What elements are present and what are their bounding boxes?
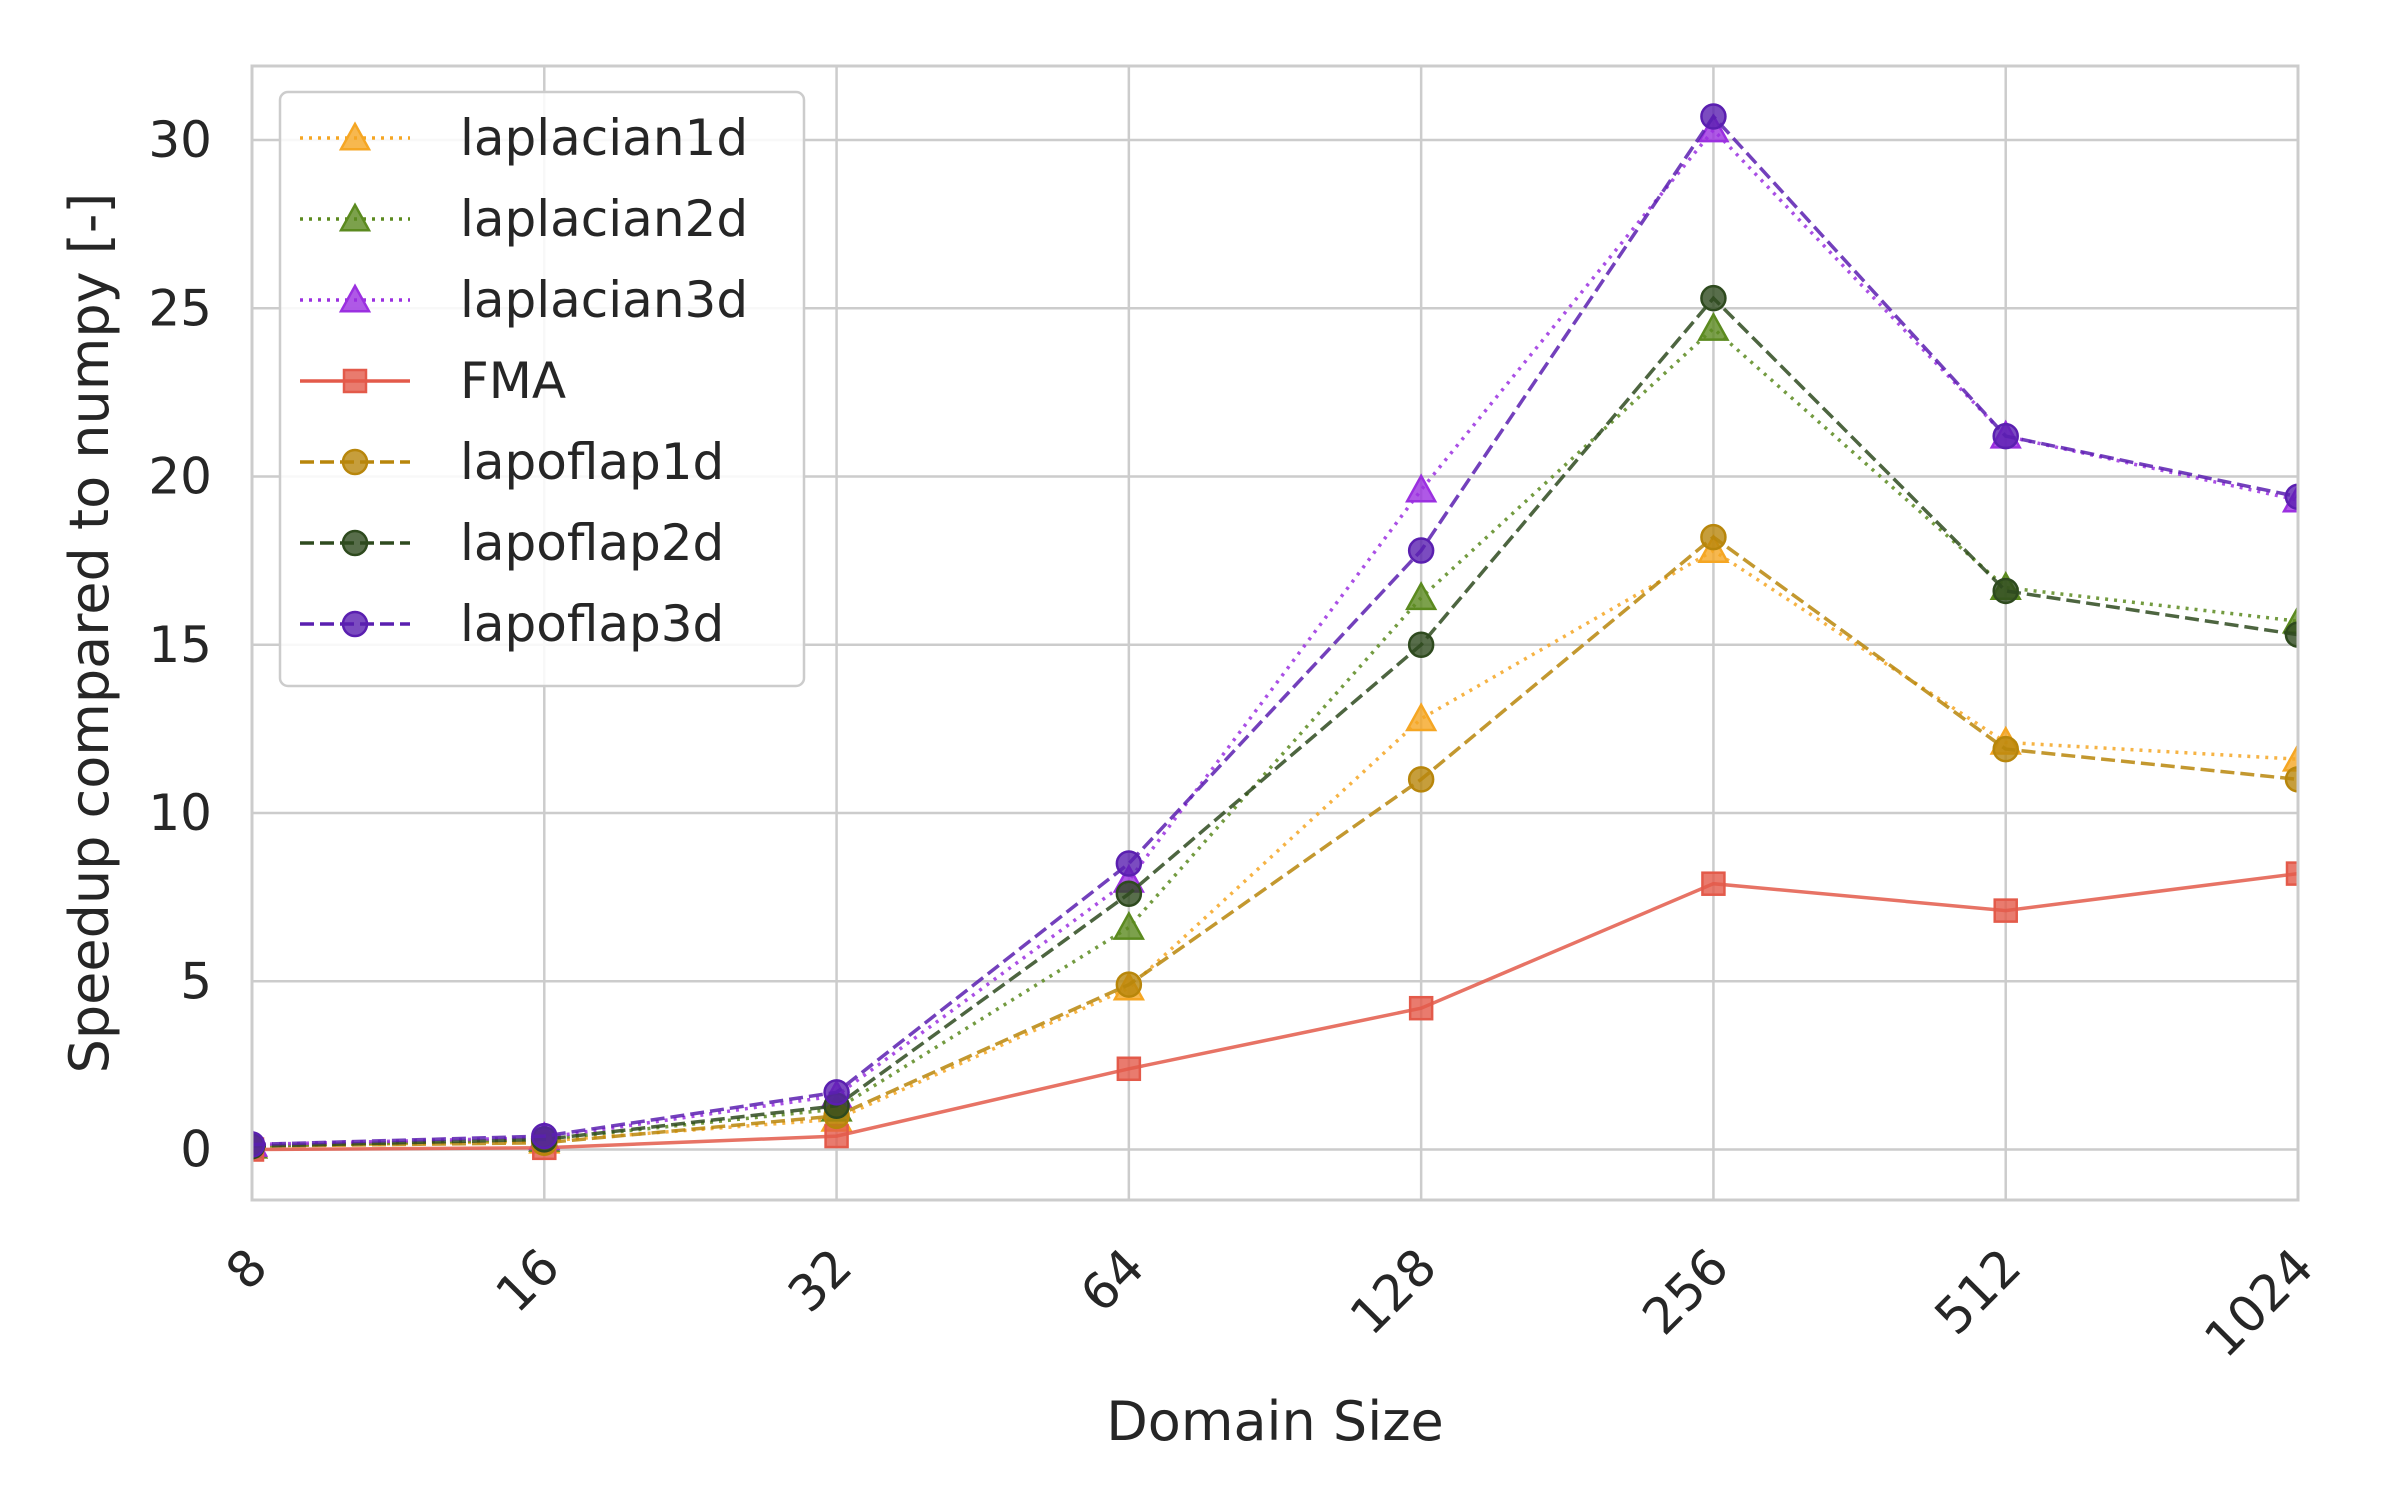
data-point-lapoflap3d: [1407, 537, 1435, 564]
data-point-lapoflap2d: [1992, 577, 2019, 605]
y-tick-label: 5: [180, 952, 212, 1010]
data-point-lapoflap3d: [1115, 850, 1143, 877]
y-tick-label: 25: [148, 279, 212, 337]
legend-marker: [341, 610, 369, 638]
y-tick-label: 10: [148, 784, 212, 842]
x-tick-label: 32: [777, 1237, 863, 1323]
x-tick-label: 8: [215, 1237, 279, 1301]
legend-marker: [341, 448, 369, 476]
series-line-lapoflap1d: [252, 534, 2298, 1148]
legend-label: laplacian2d: [460, 190, 748, 248]
series-line-lapoflap2d: [252, 295, 2298, 1148]
legend-item-laplacian3d: laplacian3d: [300, 271, 748, 329]
data-point-FMA: [1116, 1056, 1142, 1082]
legend-item-laplacian1d: laplacian1d: [300, 109, 748, 167]
data-point-lapoflap1d: [1407, 766, 1435, 793]
data-point-laplacian1d: [2281, 742, 2298, 772]
data-point-FMA: [1408, 995, 1434, 1021]
legend-item-lapoflap2d: lapoflap2d: [300, 514, 724, 572]
series-line-lapoflap3d: [252, 113, 2298, 1147]
legend-marker: [342, 368, 368, 394]
data-point-lapoflap2d: [1700, 284, 1727, 312]
data-point-laplacian2d: [1697, 311, 1730, 341]
x-tick-label: 512: [1924, 1237, 2032, 1345]
legend-item-FMA: FMA: [300, 352, 566, 410]
legend-label: lapoflap2d: [460, 514, 724, 572]
data-point-FMA: [1993, 898, 2018, 923]
legend-item-lapoflap3d: lapoflap3d: [300, 595, 724, 653]
data-point-laplacian1d: [1405, 702, 1438, 732]
legend-marker: [341, 529, 369, 557]
y-tick-label: 30: [148, 111, 212, 169]
data-point-laplacian2d: [1112, 910, 1145, 940]
data-point-lapoflap1d: [1992, 735, 2019, 763]
x-axis-label: Domain Size: [1106, 1390, 1444, 1453]
data-point-lapoflap2d: [1115, 880, 1143, 908]
data-point-FMA: [2285, 861, 2298, 886]
series-FMA: [252, 861, 2298, 1162]
data-point-lapoflap1d: [2284, 766, 2298, 793]
legend: laplacian1d laplacian2d laplacian3d FMA lapo…: [278, 90, 806, 688]
series-layer: [252, 103, 2298, 1162]
legend-label: lapoflap1d: [460, 433, 724, 491]
data-point-lapoflap3d: [1992, 422, 2019, 450]
data-point-FMA: [1701, 871, 1726, 896]
data-point-lapoflap2d: [2284, 621, 2298, 648]
data-point-lapoflap3d: [252, 1131, 266, 1158]
data-point-lapoflap3d: [1700, 103, 1727, 130]
data-point-lapoflap1d: [1700, 523, 1727, 551]
legend-label: lapoflap3d: [460, 595, 724, 653]
legend-marker: [338, 202, 372, 232]
data-point-lapoflap3d: [531, 1122, 558, 1150]
data-point-laplacian3d: [1405, 473, 1438, 503]
series-lapoflap3d: [252, 103, 2298, 1158]
data-point-lapoflap3d: [2284, 483, 2298, 510]
data-point-laplacian2d: [1405, 581, 1438, 611]
y-axis-label: Speedup compared to numpy [-]: [58, 193, 121, 1074]
plot-frame: [250, 64, 2300, 1202]
x-tick-labels: 8 16 32 64 128 256 512 1024: [215, 1237, 2325, 1368]
x-tick-label: 16: [485, 1237, 571, 1323]
legend-marker: [338, 121, 372, 151]
data-point-lapoflap2d: [1407, 631, 1435, 659]
y-tick-label: 15: [148, 616, 212, 674]
y-tick-labels: 0 5 10 15 20 25 30: [148, 111, 212, 1178]
x-tick-label: 64: [1069, 1237, 1155, 1323]
legend-item-laplacian2d: laplacian2d: [300, 190, 748, 248]
legend-label: laplacian3d: [460, 271, 748, 329]
legend-marker: [338, 283, 372, 313]
legend-item-lapoflap1d: lapoflap1d: [300, 433, 724, 491]
series-line-FMA: [252, 871, 2298, 1152]
x-tick-label: 256: [1631, 1237, 1739, 1345]
y-tick-label: 20: [148, 448, 212, 506]
y-tick-label: 0: [180, 1121, 212, 1179]
legend-label: FMA: [460, 352, 566, 410]
data-point-lapoflap3d: [823, 1079, 850, 1106]
x-tick-label: 128: [1339, 1237, 1447, 1345]
x-tick-label: 1024: [2193, 1237, 2324, 1368]
legend-label: laplacian1d: [460, 109, 748, 167]
legend-box: [278, 90, 806, 688]
data-point-lapoflap1d: [1115, 971, 1143, 998]
